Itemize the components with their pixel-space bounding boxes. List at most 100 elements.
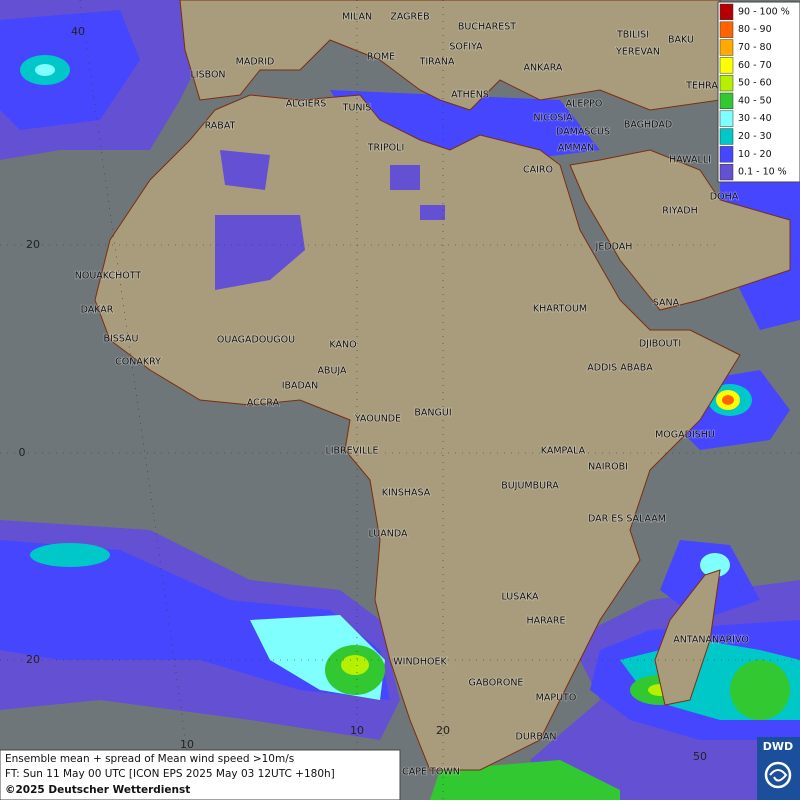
- city-label: GABORONE: [469, 678, 524, 689]
- grid-label: 20: [26, 653, 40, 666]
- city-label: BANGUI: [414, 408, 451, 419]
- city-label: ALEPPO: [566, 99, 603, 110]
- legend-label: 50 - 60: [738, 78, 772, 89]
- legend-swatch: [719, 92, 734, 110]
- city-label: KHARTOUM: [533, 304, 587, 315]
- city-label: WINDHOEK: [393, 657, 447, 668]
- city-label: JEDDAH: [595, 242, 633, 253]
- legend: 90 - 100 % 80 - 90 70 - 80 60 - 70 50 - 60 40…: [717, 1, 800, 183]
- city-label: SANA: [653, 298, 680, 309]
- city-label: MAPUTO: [536, 693, 577, 704]
- legend-label: 10 - 20: [738, 149, 772, 160]
- city-label: YEREVAN: [615, 47, 660, 58]
- legend-swatch: [719, 74, 734, 92]
- grid-label: 50: [693, 750, 707, 763]
- logo-box: [757, 737, 800, 800]
- city-label: AMMAN: [558, 143, 595, 154]
- city-label: TEHRA: [685, 81, 718, 92]
- city-label: TRIPOLI: [367, 143, 405, 154]
- legend-swatch: [719, 128, 734, 145]
- city-label: DJIBOUTI: [639, 339, 681, 350]
- legend-swatch: [719, 3, 734, 21]
- footer-line: FT: Sun 11 May 00 UTC [ICON EPS 2025 May…: [5, 768, 335, 780]
- grid-label: 20: [26, 238, 40, 251]
- logo: DWD: [757, 737, 800, 800]
- city-label: TBILISI: [616, 30, 649, 41]
- city-label: KANO: [329, 340, 356, 351]
- city-label: ANKARA: [524, 63, 563, 74]
- city-label: BAGHDAD: [624, 120, 672, 131]
- city-label: ZAGREB: [390, 12, 429, 23]
- city-label: CAPE TOWN: [402, 767, 460, 778]
- city-label: ABUJA: [317, 366, 347, 377]
- city-label: DURBAN: [516, 732, 557, 743]
- city-label: YAOUNDE: [354, 414, 401, 425]
- city-label: BAKU: [668, 35, 694, 46]
- city-label: MOGADISHU: [655, 430, 715, 441]
- legend-label: 30 - 40: [738, 113, 772, 124]
- city-label: RIYADH: [662, 206, 697, 217]
- city-label: ADDIS ABABA: [587, 363, 653, 374]
- city-label: ATHENS: [451, 90, 489, 101]
- city-label: BISSAU: [103, 334, 138, 345]
- legend-label: 80 - 90: [738, 24, 772, 35]
- city-label: LUANDA: [368, 529, 408, 540]
- city-label: NICOSIA: [533, 113, 573, 124]
- footer-line: ©2025 Deutscher Wetterdienst: [5, 784, 190, 796]
- grid-label: 10: [180, 738, 194, 751]
- grid-label: 10: [350, 724, 364, 737]
- city-label: MILAN: [342, 12, 372, 23]
- city-label: DOHA: [710, 192, 739, 203]
- legend-label: 0.1 - 10 %: [738, 167, 787, 178]
- city-label: SOFIYA: [449, 42, 483, 53]
- legend-swatch: [719, 57, 734, 74]
- legend-swatch: [719, 21, 734, 38]
- legend-label: 90 - 100 %: [738, 6, 790, 17]
- city-label: ANTANANARIVO: [673, 635, 749, 646]
- city-label: DAMASCUS: [556, 127, 610, 138]
- city-label: HARARE: [527, 616, 566, 627]
- city-label: LIBREVILLE: [325, 446, 378, 457]
- city-label: CONAKRY: [115, 357, 161, 368]
- city-label: LUSAKA: [501, 592, 539, 603]
- city-label: IBADAN: [282, 381, 319, 392]
- city-label: KAMPALA: [541, 446, 586, 457]
- city-label: LISBON: [190, 70, 225, 81]
- logo-text: DWD: [763, 740, 793, 753]
- city-label: MADRID: [236, 57, 275, 68]
- city-label: NOUAKCHOTT: [75, 271, 142, 282]
- city-label: ACCRA: [247, 398, 280, 409]
- legend-label: 40 - 50: [738, 95, 772, 106]
- footer: Ensemble mean + spread of Mean wind spee…: [0, 749, 401, 801]
- footer-line: Ensemble mean + spread of Mean wind spee…: [5, 753, 294, 765]
- city-label: BUCHAREST: [458, 22, 516, 33]
- city-label: RABAT: [205, 121, 236, 132]
- legend-swatch: [719, 39, 734, 56]
- city-label: ALGIERS: [286, 99, 327, 110]
- city-label: TUNIS: [342, 103, 372, 114]
- legend-label: 70 - 80: [738, 42, 772, 53]
- sahara-wind: [215, 150, 445, 290]
- grid-label: 40: [71, 25, 85, 38]
- legend-label: 60 - 70: [738, 60, 772, 71]
- city-label: ROME: [367, 52, 395, 63]
- city-label: TIRANA: [419, 57, 455, 68]
- logo-icon: [764, 761, 792, 789]
- city-label: OUAGADOUGOU: [217, 335, 295, 346]
- legend-swatch: [719, 146, 734, 163]
- legend-swatch: [719, 163, 734, 181]
- city-label: CAIRO: [523, 165, 553, 176]
- city-label: DAKAR: [81, 305, 114, 316]
- legend-swatch: [719, 110, 734, 127]
- city-label: KINSHASA: [382, 488, 431, 499]
- logo-icon: [769, 769, 788, 782]
- city-label: BUJUMBURA: [501, 481, 559, 492]
- legend-label: 20 - 30: [738, 131, 772, 142]
- city-label: HAWALLI: [669, 155, 711, 166]
- city-label: NAIROBI: [588, 462, 628, 473]
- grid-label: 20: [436, 724, 450, 737]
- city-label: DAR ES SALAAM: [588, 514, 666, 525]
